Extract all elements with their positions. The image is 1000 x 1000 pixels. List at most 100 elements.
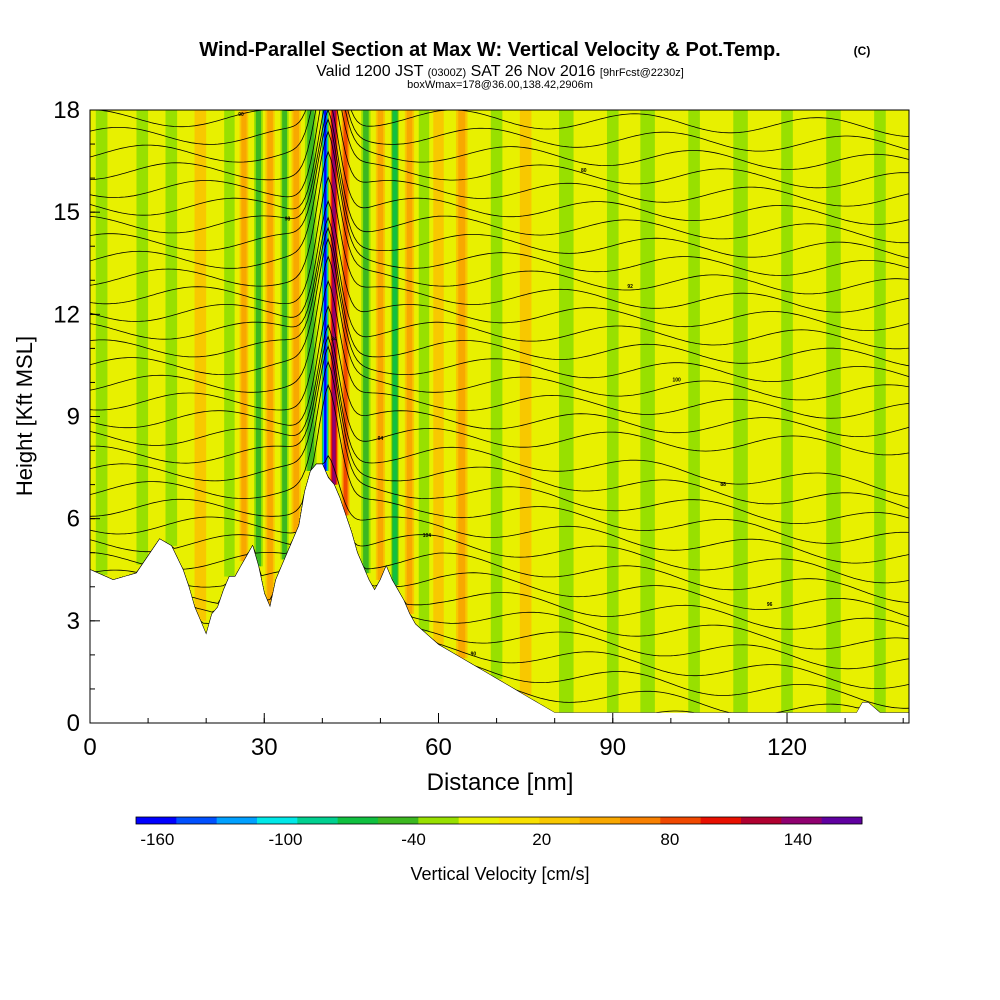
velocity-band bbox=[293, 110, 299, 533]
colorbar-swatch bbox=[499, 817, 540, 824]
velocity-band bbox=[393, 110, 397, 586]
x-tick-label: 60 bbox=[425, 734, 452, 761]
chart-subtitle-2: boxWmax=178@36.00,138.42,2906m bbox=[407, 79, 593, 91]
velocity-band bbox=[343, 110, 348, 516]
contour-label: 104 bbox=[423, 533, 432, 539]
velocity-band bbox=[307, 110, 315, 471]
velocity-band bbox=[406, 110, 413, 615]
colorbar-swatch bbox=[700, 817, 742, 824]
colorbar-swatch bbox=[821, 817, 863, 824]
colorbar-swatch bbox=[418, 817, 460, 824]
theta-contour bbox=[90, 463, 909, 584]
velocity-band bbox=[433, 110, 444, 645]
theta-contour bbox=[90, 130, 909, 276]
theta-contour bbox=[90, 360, 909, 524]
velocity-band bbox=[194, 110, 207, 621]
velocity-band bbox=[640, 110, 655, 713]
contour-label: 84 bbox=[331, 336, 337, 342]
velocity-band bbox=[606, 110, 619, 713]
velocity-band bbox=[136, 110, 149, 565]
y-tick-label: 18 bbox=[53, 97, 80, 124]
velocity-band bbox=[332, 110, 336, 485]
theta-contour bbox=[90, 237, 909, 382]
colorbar-swatch bbox=[176, 817, 218, 824]
theta-contour bbox=[90, 345, 909, 509]
velocity-band bbox=[874, 110, 886, 713]
theta-contour bbox=[90, 383, 909, 544]
colorbar-tick-label: 140 bbox=[784, 830, 812, 849]
velocity-band bbox=[490, 110, 503, 679]
velocity-band bbox=[559, 110, 574, 713]
contour-label: 100 bbox=[672, 378, 681, 384]
velocity-band bbox=[324, 110, 327, 471]
velocity-band bbox=[95, 110, 108, 575]
colorbar-swatch bbox=[539, 817, 581, 824]
velocity-band bbox=[255, 110, 262, 567]
colorbar-tick-label: -40 bbox=[401, 830, 426, 849]
colorbar-swatch bbox=[216, 817, 258, 824]
colorbar-tick-label: 20 bbox=[532, 830, 551, 849]
colorbar-tick-label: 80 bbox=[660, 830, 679, 849]
y-tick-label: 6 bbox=[67, 506, 80, 533]
contour-label: 92 bbox=[627, 284, 633, 290]
x-tick-label: 120 bbox=[767, 734, 807, 761]
colorbar-label: Vertical Velocity [cm/s] bbox=[410, 864, 589, 884]
theta-contour bbox=[90, 110, 909, 207]
velocity-band bbox=[165, 110, 178, 546]
colorbar-swatch bbox=[337, 817, 379, 824]
plot-area: 80909610488941008492988090 bbox=[90, 110, 909, 723]
colorbar-swatch bbox=[257, 817, 298, 824]
contour-label: 98 bbox=[285, 217, 291, 223]
y-tick-label: 12 bbox=[53, 301, 80, 328]
theta-contour bbox=[90, 175, 909, 313]
velocity-band bbox=[781, 110, 793, 713]
colorbar-swatch bbox=[741, 817, 782, 824]
y-tick-label: 3 bbox=[67, 608, 80, 635]
contour-label: 96 bbox=[767, 602, 773, 608]
contour-label: 80 bbox=[581, 168, 587, 174]
colorbar-swatch bbox=[458, 817, 500, 824]
colorbar-swatch bbox=[781, 817, 823, 824]
theta-contour bbox=[90, 323, 909, 456]
colorbar-swatch bbox=[378, 817, 419, 824]
theta-contour bbox=[90, 304, 909, 437]
velocity-band bbox=[418, 110, 430, 632]
contour-label: 90 bbox=[238, 112, 244, 118]
theta-contour bbox=[90, 118, 909, 259]
colorbar: -160 -100 -40 20 80 140 bbox=[135, 816, 863, 849]
theta-contour bbox=[90, 110, 909, 170]
theta-contour bbox=[90, 255, 909, 401]
theta-contour bbox=[90, 110, 909, 152]
theta-contour bbox=[90, 110, 909, 137]
theta-contour bbox=[90, 463, 909, 603]
velocity-band bbox=[458, 110, 466, 659]
x-tick-label: 90 bbox=[599, 734, 626, 761]
x-axis-label: Distance [nm] bbox=[427, 769, 574, 796]
y-tick-label: 0 bbox=[67, 710, 80, 737]
theta-contour bbox=[90, 110, 909, 244]
theta-contour bbox=[90, 216, 909, 350]
velocity-band bbox=[733, 110, 748, 713]
colorbar-tick-label: -160 bbox=[140, 830, 174, 849]
theta-contour bbox=[90, 150, 909, 295]
velocity-band bbox=[241, 110, 247, 562]
y-axis: 0 3 6 9 12 15 18 bbox=[53, 97, 100, 737]
theta-contour bbox=[90, 199, 909, 331]
velocity-band bbox=[826, 110, 841, 713]
colorbar-tick-label: -100 bbox=[268, 830, 302, 849]
theta-contour bbox=[90, 454, 909, 564]
y-axis-label: Height [Kft MSL] bbox=[12, 336, 37, 496]
theta-contour bbox=[90, 226, 909, 367]
x-tick-label: 0 bbox=[83, 734, 96, 761]
theta-contour bbox=[90, 110, 909, 225]
colorbar-swatch bbox=[579, 817, 621, 824]
velocity-band bbox=[377, 110, 384, 580]
contour-label: 94 bbox=[378, 436, 384, 442]
colorbar-swatch bbox=[620, 817, 661, 824]
theta-contour bbox=[90, 110, 909, 189]
chart-subtitle: Valid 1200 JST (0300Z) SAT 26 Nov 2016 [… bbox=[316, 63, 684, 80]
y-tick-label: 9 bbox=[67, 404, 80, 431]
velocity-band bbox=[363, 110, 369, 574]
y-tick-label: 15 bbox=[53, 199, 80, 226]
